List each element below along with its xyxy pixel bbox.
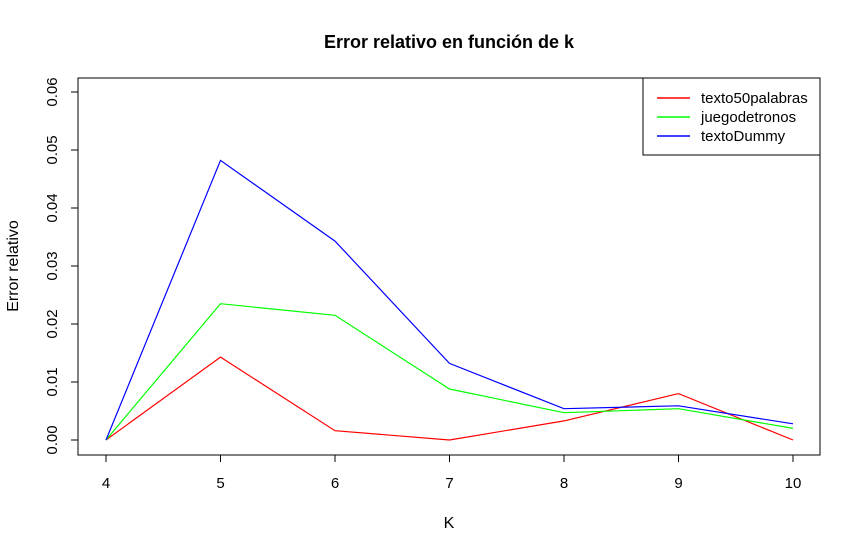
- y-tick-label: 0.02: [44, 309, 61, 338]
- x-tick-label: 10: [785, 475, 802, 492]
- legend-label: textoDummy: [701, 128, 786, 145]
- x-tick-label: 5: [216, 475, 224, 492]
- x-tick-label: 9: [674, 475, 682, 492]
- y-tick-label: 0.04: [44, 193, 61, 222]
- series-line-juegodetronos: [105, 303, 794, 441]
- y-tick-label: 0.00: [44, 425, 61, 454]
- series-line-texto50palabras: [105, 356, 794, 441]
- legend-label: texto50palabras: [701, 90, 808, 107]
- x-tick-label: 7: [445, 475, 453, 492]
- x-tick-label: 4: [102, 475, 110, 492]
- series-line-textoDummy: [105, 159, 794, 441]
- series-layer: [105, 159, 794, 441]
- chart-title: Error relativo en función de k: [324, 32, 575, 52]
- y-tick-label: 0.03: [44, 251, 61, 280]
- x-axis-label: K: [444, 515, 455, 532]
- legend: texto50palabras juegodetronos textoDummy: [642, 77, 821, 156]
- y-axis: 0.00 0.01 0.02 0.03 0.04 0.05 0.06: [44, 77, 79, 455]
- legend-label: juegodetronos: [700, 109, 796, 126]
- x-axis: 4 5 6 7 8 9 10: [102, 454, 802, 492]
- x-tick-label: 6: [331, 475, 339, 492]
- y-tick-label: 0.01: [44, 367, 61, 396]
- y-tick-label: 0.05: [44, 135, 61, 164]
- x-tick-label: 8: [560, 475, 568, 492]
- y-tick-label: 0.06: [44, 77, 61, 106]
- y-axis-label: Error relativo: [5, 220, 22, 312]
